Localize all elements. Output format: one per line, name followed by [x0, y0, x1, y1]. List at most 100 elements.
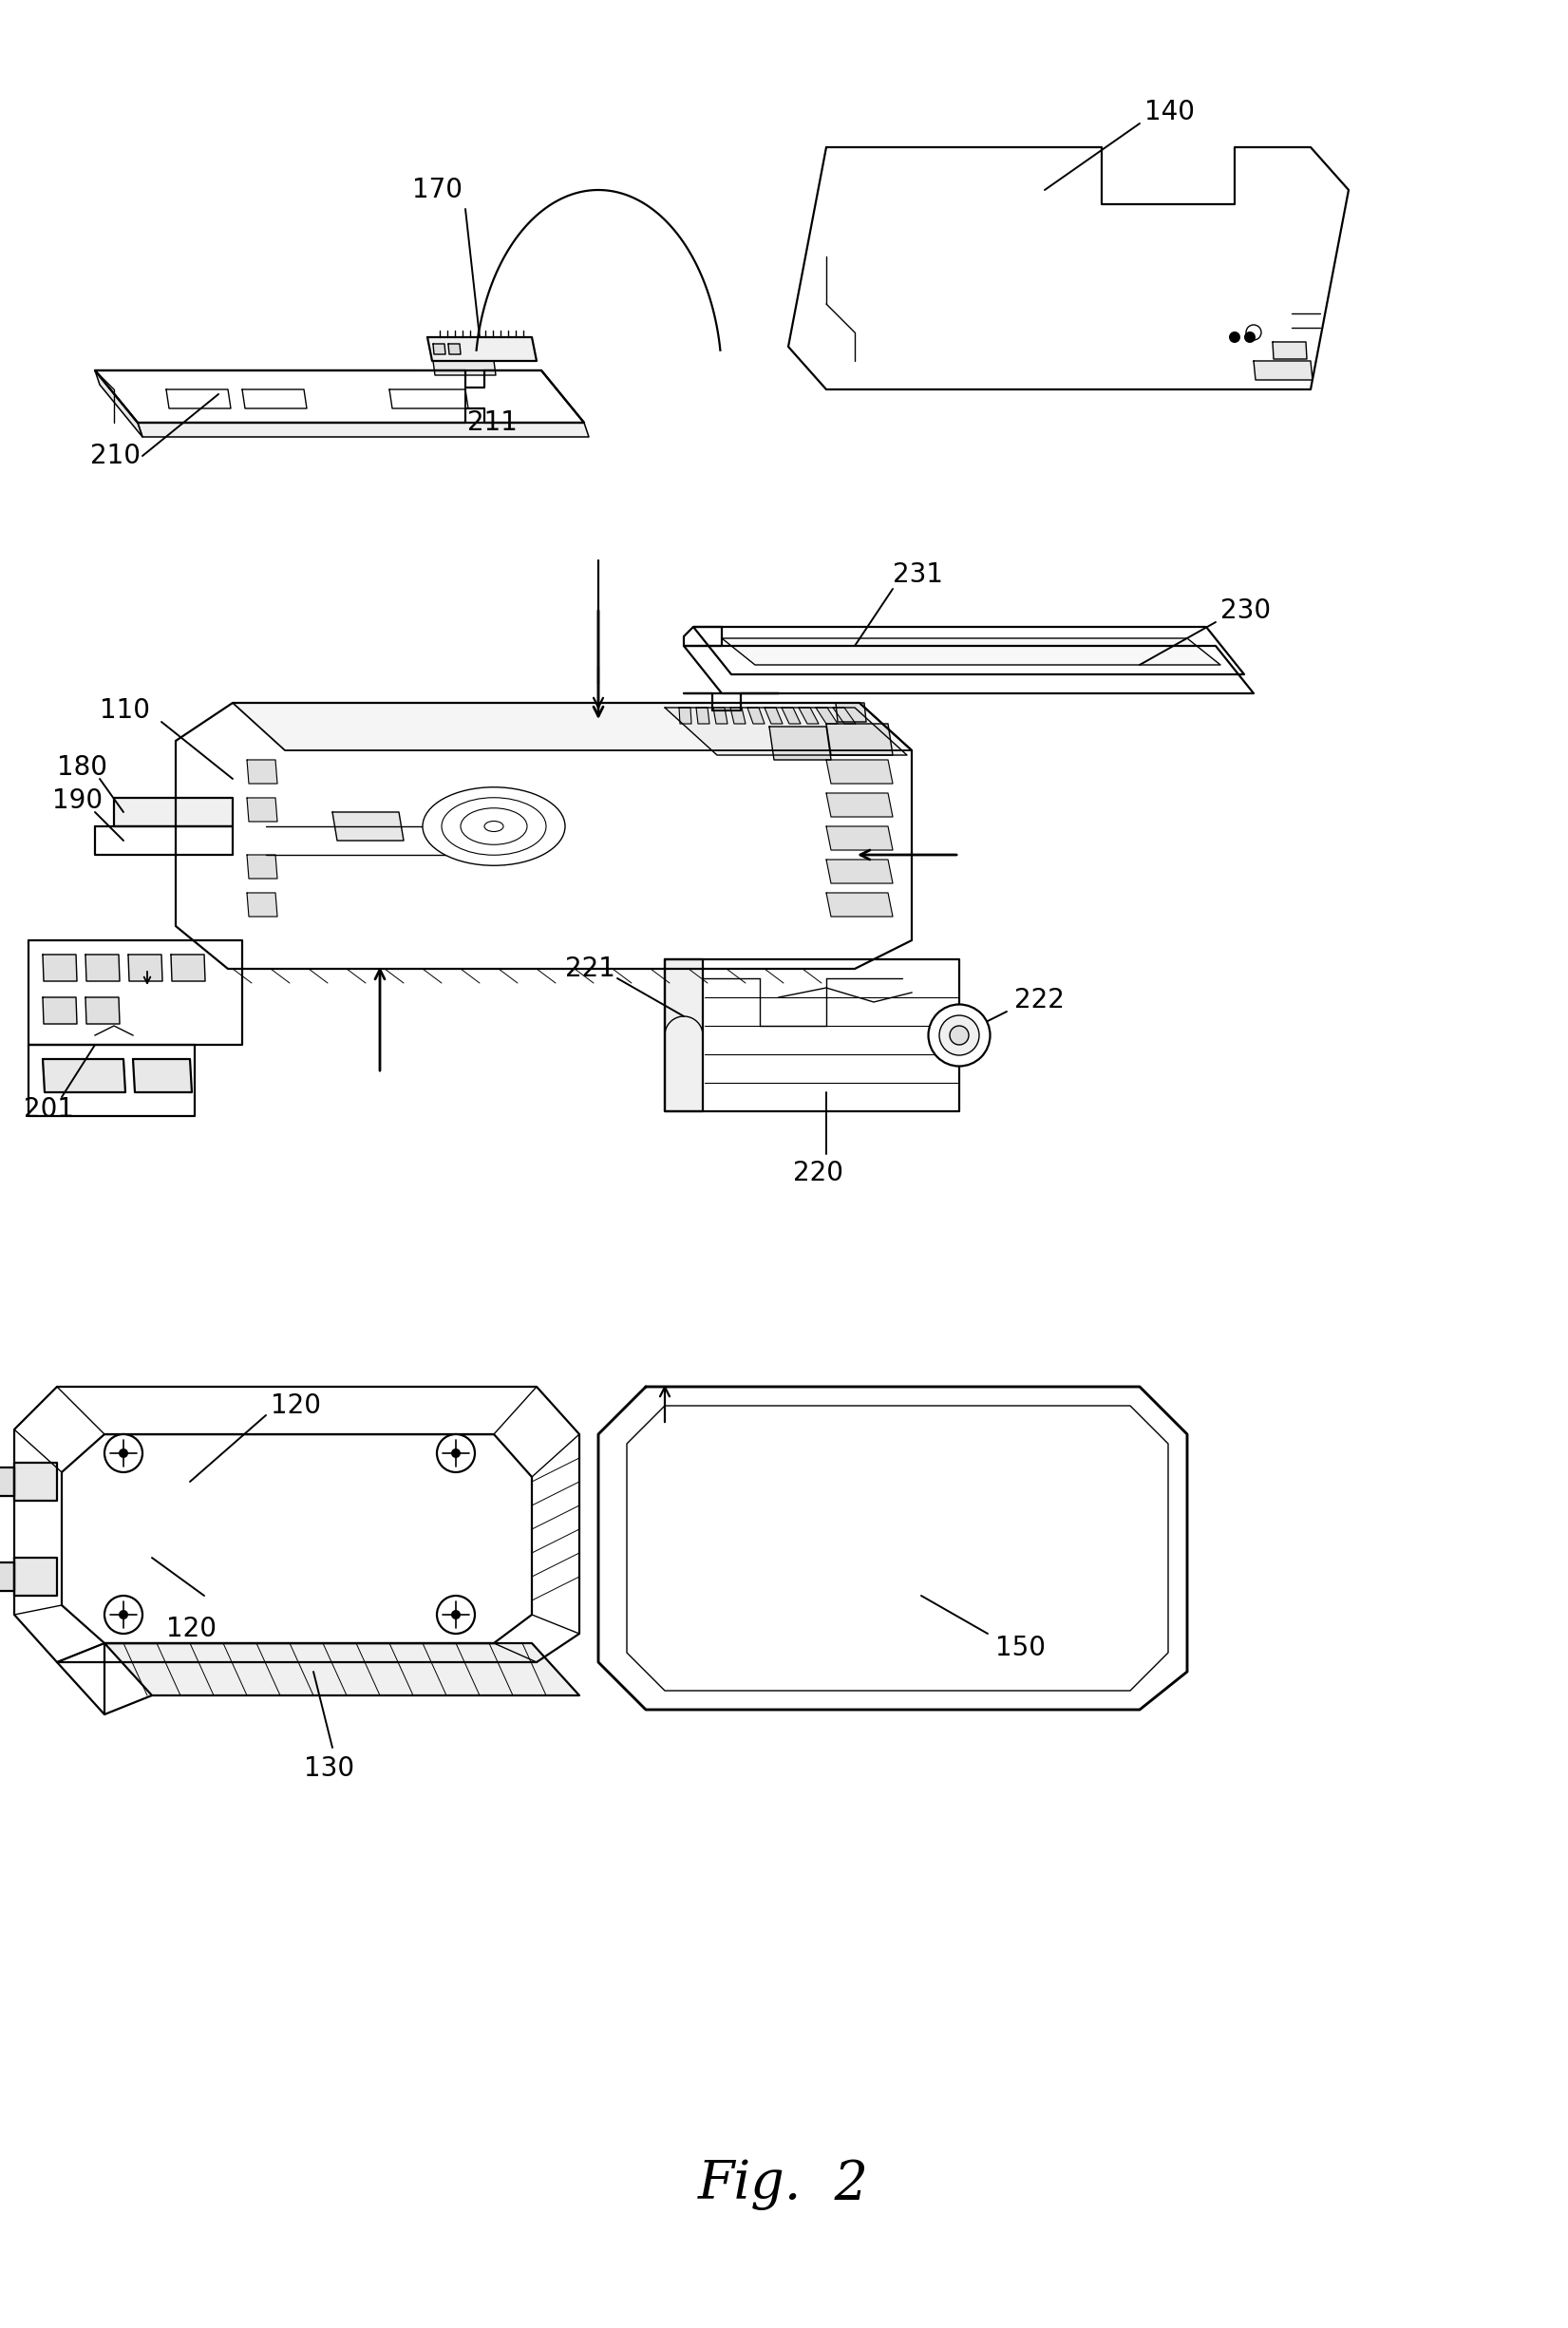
Polygon shape: [1273, 342, 1306, 359]
Polygon shape: [770, 726, 831, 759]
Polygon shape: [176, 703, 911, 968]
Polygon shape: [133, 1059, 191, 1092]
Polygon shape: [826, 724, 892, 754]
Polygon shape: [14, 1462, 56, 1502]
Text: 231: 231: [892, 561, 942, 589]
Polygon shape: [246, 759, 278, 785]
Text: 222: 222: [1014, 987, 1065, 1013]
Text: 220: 220: [793, 1159, 844, 1187]
Polygon shape: [748, 708, 765, 724]
Text: 230: 230: [1220, 598, 1270, 624]
Text: 110: 110: [100, 696, 151, 724]
Polygon shape: [693, 626, 1243, 675]
Text: 120: 120: [271, 1392, 321, 1420]
Circle shape: [437, 1434, 475, 1471]
Text: 211: 211: [467, 410, 517, 435]
Ellipse shape: [442, 799, 546, 854]
Polygon shape: [665, 959, 702, 1110]
Polygon shape: [826, 894, 892, 917]
Polygon shape: [246, 894, 278, 917]
Polygon shape: [433, 345, 445, 354]
Ellipse shape: [928, 1003, 989, 1066]
Polygon shape: [96, 370, 585, 424]
Polygon shape: [86, 954, 119, 980]
Circle shape: [452, 1611, 461, 1620]
Polygon shape: [696, 708, 709, 724]
Polygon shape: [665, 959, 960, 1110]
Text: Fig.  2: Fig. 2: [698, 2158, 869, 2212]
Polygon shape: [665, 708, 906, 754]
Text: 120: 120: [166, 1616, 216, 1641]
Polygon shape: [448, 345, 461, 354]
Text: 190: 190: [52, 787, 102, 815]
Polygon shape: [731, 708, 745, 724]
Polygon shape: [105, 1644, 579, 1695]
Polygon shape: [332, 812, 403, 840]
Ellipse shape: [461, 808, 527, 845]
Polygon shape: [129, 954, 163, 980]
Text: 210: 210: [91, 442, 141, 470]
Polygon shape: [389, 389, 469, 407]
Polygon shape: [684, 645, 1254, 694]
Polygon shape: [815, 708, 837, 724]
Circle shape: [119, 1611, 129, 1620]
Polygon shape: [96, 370, 143, 438]
Polygon shape: [789, 147, 1348, 389]
Circle shape: [119, 1448, 129, 1457]
Polygon shape: [42, 954, 77, 980]
Polygon shape: [599, 1387, 1187, 1709]
Polygon shape: [428, 338, 536, 361]
Polygon shape: [721, 638, 1220, 666]
Polygon shape: [627, 1406, 1168, 1690]
Text: 140: 140: [1145, 98, 1195, 126]
Polygon shape: [1254, 361, 1312, 379]
Polygon shape: [42, 996, 77, 1024]
Ellipse shape: [939, 1015, 978, 1055]
Circle shape: [105, 1434, 143, 1471]
Polygon shape: [0, 1562, 14, 1590]
Ellipse shape: [950, 1027, 969, 1045]
Polygon shape: [0, 1467, 14, 1497]
Polygon shape: [836, 703, 866, 722]
Polygon shape: [232, 703, 911, 750]
Polygon shape: [246, 854, 278, 878]
Ellipse shape: [423, 787, 564, 866]
Circle shape: [1243, 331, 1256, 342]
Polygon shape: [826, 859, 892, 882]
Polygon shape: [833, 708, 856, 724]
Polygon shape: [14, 1387, 579, 1662]
Polygon shape: [28, 941, 241, 1045]
Text: 221: 221: [564, 954, 615, 982]
Polygon shape: [433, 361, 495, 375]
Polygon shape: [28, 1045, 194, 1115]
Polygon shape: [765, 708, 782, 724]
Polygon shape: [679, 708, 691, 724]
Text: 130: 130: [304, 1755, 354, 1781]
Text: 201: 201: [24, 1096, 74, 1122]
Circle shape: [105, 1595, 143, 1634]
Ellipse shape: [485, 822, 503, 831]
Text: 170: 170: [412, 177, 463, 203]
Polygon shape: [684, 626, 721, 645]
Polygon shape: [138, 424, 590, 438]
Polygon shape: [798, 708, 818, 724]
Polygon shape: [42, 1059, 125, 1092]
Polygon shape: [96, 370, 585, 424]
Polygon shape: [14, 1557, 56, 1595]
Circle shape: [452, 1448, 461, 1457]
Polygon shape: [166, 389, 230, 407]
Polygon shape: [781, 708, 801, 724]
Polygon shape: [114, 799, 232, 826]
Text: 150: 150: [996, 1634, 1046, 1662]
Polygon shape: [684, 694, 779, 710]
Polygon shape: [96, 826, 232, 854]
Polygon shape: [713, 708, 728, 724]
Polygon shape: [61, 1434, 532, 1644]
Circle shape: [1229, 331, 1240, 342]
Polygon shape: [826, 759, 892, 785]
Polygon shape: [246, 799, 278, 822]
Polygon shape: [86, 996, 119, 1024]
Text: 180: 180: [56, 754, 107, 780]
Circle shape: [1247, 326, 1261, 340]
Polygon shape: [826, 826, 892, 850]
